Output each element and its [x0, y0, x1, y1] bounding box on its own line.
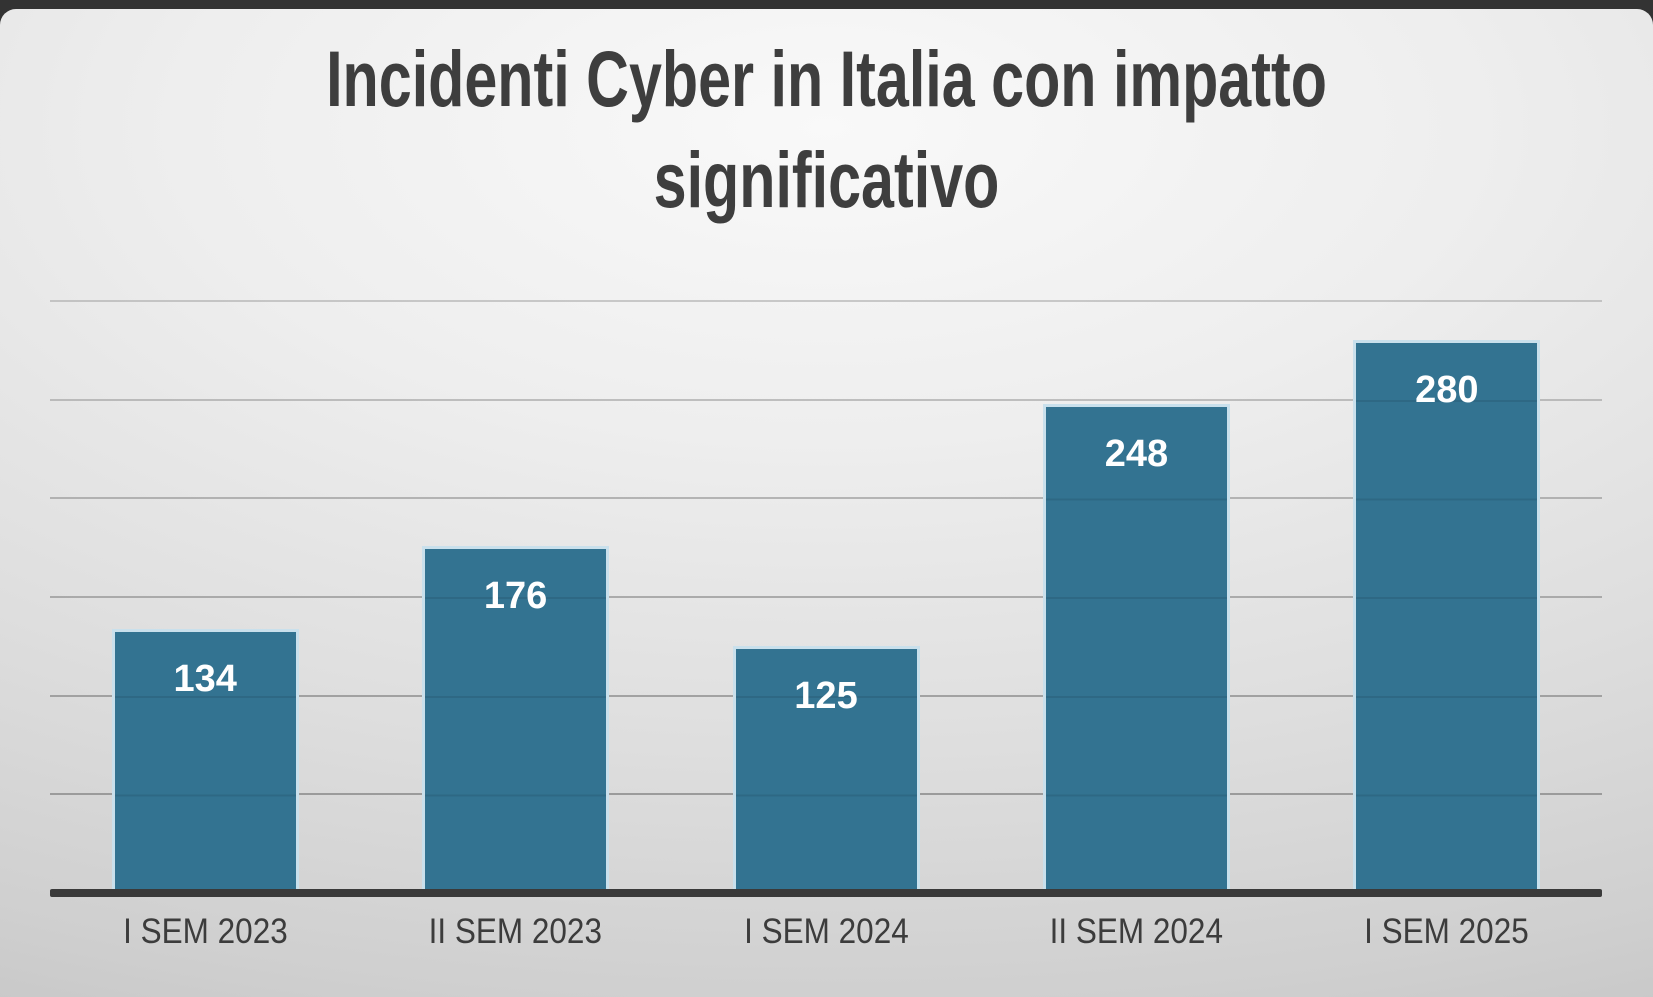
gridline [50, 596, 1602, 598]
bar-value-label: 176 [483, 574, 548, 617]
chart-title: Incidenti Cyber in Italia con impatto si… [0, 28, 1653, 230]
x-axis-label-text: II SEM 2024 [1049, 912, 1224, 951]
gridline [50, 398, 1602, 401]
bar-value-label: 280 [1415, 369, 1479, 412]
x-axis-line [50, 889, 1602, 897]
x-axis-label-text: II SEM 2023 [428, 912, 603, 951]
bar-chart: Incidenti Cyber in Italia con impatto si… [0, 9, 1653, 997]
bar: 280 [1353, 340, 1541, 893]
slide-background: Incidenti Cyber in Italia con impatto si… [0, 9, 1653, 997]
gridline [50, 497, 1602, 500]
chart-title-line-2: significativo [653, 135, 1000, 224]
bar: 134 [111, 628, 299, 893]
x-axis-label-text: I SEM 2025 [1364, 912, 1530, 951]
x-axis-label: II SEM 2023 [366, 910, 666, 954]
bar: 125 [732, 646, 920, 893]
bar-value-label: 125 [794, 675, 858, 718]
bar: 248 [1042, 403, 1230, 893]
x-axis-label-text: I SEM 2024 [743, 912, 909, 951]
plot-area: 134 176 125 248 280 [0, 9, 1653, 997]
x-axis-label: I SEM 2025 [1297, 910, 1597, 954]
x-axis-label: II SEM 2024 [986, 910, 1286, 954]
x-axis-label-text: I SEM 2023 [122, 912, 288, 951]
gridline [50, 300, 1602, 302]
bar-value-label: 134 [173, 657, 237, 700]
x-axis-label: I SEM 2024 [676, 910, 976, 954]
bar-value-label: 248 [1104, 432, 1169, 475]
bar: 176 [422, 545, 610, 893]
x-axis-label: I SEM 2023 [55, 910, 355, 954]
chart-title-line-1: Incidenti Cyber in Italia con impatto [326, 34, 1327, 123]
